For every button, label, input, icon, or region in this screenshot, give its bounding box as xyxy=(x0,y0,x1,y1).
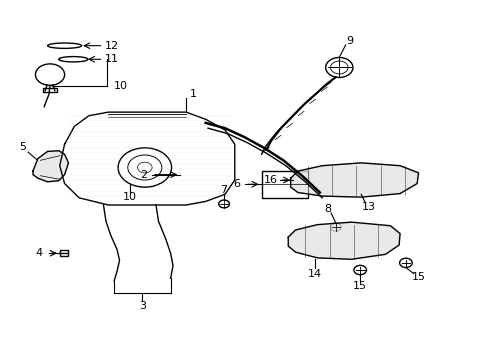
Text: 4: 4 xyxy=(36,248,43,258)
Text: 14: 14 xyxy=(307,269,322,279)
Text: 12: 12 xyxy=(105,41,119,51)
Text: 10: 10 xyxy=(113,81,127,91)
Text: 6: 6 xyxy=(233,179,240,189)
Text: 10: 10 xyxy=(123,192,137,202)
Text: 15: 15 xyxy=(352,282,366,292)
Text: 1: 1 xyxy=(189,89,197,99)
Text: 2: 2 xyxy=(140,170,146,180)
Polygon shape xyxy=(287,222,399,259)
Text: 16: 16 xyxy=(263,175,277,185)
Polygon shape xyxy=(290,163,418,197)
Text: 8: 8 xyxy=(324,203,331,213)
Text: 5: 5 xyxy=(19,142,26,152)
Text: 15: 15 xyxy=(411,272,425,282)
Text: 3: 3 xyxy=(139,301,145,311)
Text: 9: 9 xyxy=(345,36,352,46)
Text: 7: 7 xyxy=(220,185,227,195)
Text: 11: 11 xyxy=(105,54,119,64)
Bar xyxy=(261,171,307,198)
Bar xyxy=(43,88,57,93)
Bar xyxy=(60,250,68,256)
Text: 13: 13 xyxy=(361,202,375,212)
Polygon shape xyxy=(33,151,68,182)
